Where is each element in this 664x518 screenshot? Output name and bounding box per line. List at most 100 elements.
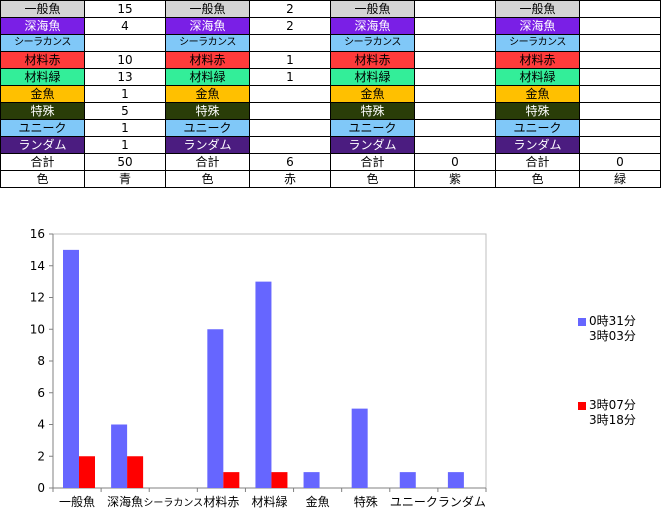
count-value-cell[interactable] (249, 136, 331, 154)
category-label-cell[interactable]: 金魚 (495, 85, 580, 103)
category-label-cell[interactable]: 材料赤 (330, 51, 415, 69)
count-value-cell[interactable] (249, 102, 331, 120)
category-label-cell[interactable]: 材料緑 (0, 68, 85, 86)
count-value-cell[interactable] (579, 85, 661, 103)
total-label-cell[interactable]: 合計 (495, 153, 580, 171)
total-label-cell[interactable]: 合計 (0, 153, 85, 171)
table-row: ユニーク 1 ユニーク ユニーク ユニーク (0, 119, 661, 137)
total-label-cell[interactable]: 合計 (165, 153, 250, 171)
category-label-cell[interactable]: 深海魚 (165, 17, 250, 35)
category-label-cell[interactable]: ランダム (165, 136, 250, 154)
bar-series-1 (79, 456, 95, 488)
category-label-cell[interactable]: ユニーク (495, 119, 580, 137)
category-label-cell[interactable]: 特殊 (330, 102, 415, 120)
category-label-cell[interactable]: 深海魚 (0, 17, 85, 35)
category-label-cell[interactable]: 材料赤 (165, 51, 250, 69)
category-label-cell[interactable]: ランダム (0, 136, 85, 154)
count-value-cell[interactable] (249, 85, 331, 103)
count-value-cell[interactable] (414, 136, 496, 154)
count-value-cell[interactable] (579, 119, 661, 137)
count-value-cell[interactable] (414, 102, 496, 120)
count-value-cell[interactable] (414, 85, 496, 103)
count-value-cell[interactable] (84, 34, 166, 52)
bar-series-0 (351, 408, 368, 488)
category-label-cell[interactable]: 材料赤 (0, 51, 85, 69)
count-value-cell[interactable] (579, 0, 661, 18)
category-label-cell[interactable]: シーラカンス (495, 34, 580, 52)
category-label-cell[interactable]: 一般魚 (0, 0, 85, 18)
bar-series-0 (255, 281, 272, 488)
count-value-cell[interactable] (414, 119, 496, 137)
count-value-cell[interactable]: 1 (84, 136, 166, 154)
count-value-cell[interactable]: 2 (249, 17, 331, 35)
category-label-cell[interactable]: 金魚 (0, 85, 85, 103)
count-value-cell[interactable] (414, 68, 496, 86)
bar-series-0 (207, 329, 224, 488)
total-value-cell[interactable]: 0 (579, 153, 661, 171)
category-label-cell[interactable]: 特殊 (165, 102, 250, 120)
color-value-cell[interactable]: 紫 (414, 170, 496, 188)
category-label-cell[interactable]: ランダム (495, 136, 580, 154)
category-label-cell[interactable]: 金魚 (330, 85, 415, 103)
category-label-cell[interactable]: 特殊 (495, 102, 580, 120)
count-value-cell[interactable] (579, 136, 661, 154)
category-label-cell[interactable]: 材料赤 (495, 51, 580, 69)
count-value-cell[interactable]: 13 (84, 68, 166, 86)
category-label-cell[interactable]: シーラカンス (165, 34, 250, 52)
count-value-cell[interactable] (249, 119, 331, 137)
category-label-cell[interactable]: 材料緑 (165, 68, 250, 86)
legend-label: 3時07分 3時18分 (589, 398, 636, 427)
count-value-cell[interactable] (579, 68, 661, 86)
count-value-cell[interactable]: 1 (84, 119, 166, 137)
total-value-cell[interactable]: 50 (84, 153, 166, 171)
count-value-cell[interactable]: 5 (84, 102, 166, 120)
total-value-cell[interactable]: 6 (249, 153, 331, 171)
count-value-cell[interactable]: 2 (249, 0, 331, 18)
category-label-cell[interactable]: 一般魚 (330, 0, 415, 18)
color-value-cell[interactable]: 緑 (579, 170, 661, 188)
category-label-cell[interactable]: ユニーク (165, 119, 250, 137)
count-value-cell[interactable]: 15 (84, 0, 166, 18)
count-value-cell[interactable] (414, 34, 496, 52)
category-label-cell[interactable]: 特殊 (0, 102, 85, 120)
count-value-cell[interactable] (249, 34, 331, 52)
category-label-cell[interactable]: シーラカンス (330, 34, 415, 52)
category-label-cell[interactable]: 材料緑 (330, 68, 415, 86)
color-value-cell[interactable]: 青 (84, 170, 166, 188)
color-label-cell[interactable]: 色 (0, 170, 85, 188)
count-value-cell[interactable]: 10 (84, 51, 166, 69)
count-value-cell[interactable] (414, 0, 496, 18)
count-value-cell[interactable] (579, 102, 661, 120)
count-value-cell[interactable] (579, 34, 661, 52)
bar-series-1 (271, 472, 288, 488)
count-value-cell[interactable] (414, 17, 496, 35)
x-category-label: ユニーク (390, 495, 438, 509)
total-value-cell[interactable]: 0 (414, 153, 496, 171)
color-label-cell[interactable]: 色 (165, 170, 250, 188)
category-label-cell[interactable]: シーラカンス (0, 34, 85, 52)
category-label-cell[interactable]: 材料緑 (495, 68, 580, 86)
total-label-cell[interactable]: 合計 (330, 153, 415, 171)
color-label-cell[interactable]: 色 (495, 170, 580, 188)
count-value-cell[interactable]: 4 (84, 17, 166, 35)
count-value-cell[interactable] (414, 51, 496, 69)
y-tick-label: 0 (37, 481, 45, 495)
category-label-cell[interactable]: 深海魚 (330, 17, 415, 35)
fish-count-table: 一般魚 15 一般魚 2 一般魚 一般魚 深海魚 4 深海魚 2 深海魚 深海魚 シーラカンス シーラカン… (0, 0, 661, 188)
count-value-cell[interactable]: 1 (249, 51, 331, 69)
category-label-cell[interactable]: 金魚 (165, 85, 250, 103)
count-value-cell[interactable]: 1 (249, 68, 331, 86)
count-value-cell[interactable] (579, 17, 661, 35)
count-value-cell[interactable]: 1 (84, 85, 166, 103)
y-tick-label: 8 (37, 354, 45, 368)
category-label-cell[interactable]: ランダム (330, 136, 415, 154)
category-label-cell[interactable]: 深海魚 (495, 17, 580, 35)
category-label-cell[interactable]: 一般魚 (165, 0, 250, 18)
count-value-cell[interactable] (579, 51, 661, 69)
category-label-cell[interactable]: ユニーク (330, 119, 415, 137)
color-label-cell[interactable]: 色 (330, 170, 415, 188)
category-label-cell[interactable]: ユニーク (0, 119, 85, 137)
color-value-cell[interactable]: 赤 (249, 170, 331, 188)
category-label-cell[interactable]: 一般魚 (495, 0, 580, 18)
x-category-label: 材料赤 (203, 495, 239, 509)
